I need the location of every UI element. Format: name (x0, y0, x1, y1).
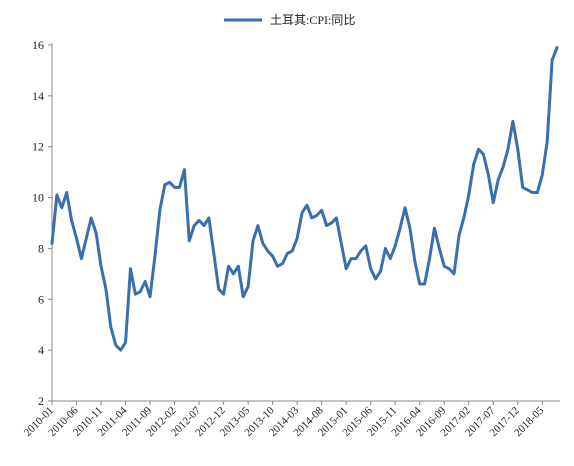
series-line-cpi-yoy (50, 46, 559, 352)
y-tick-label: 4 (38, 343, 44, 357)
legend: 土耳其:CPI:同比 (224, 13, 355, 27)
y-tick-label: 6 (38, 292, 44, 306)
legend-label: 土耳其:CPI:同比 (270, 13, 355, 27)
x-axis: 2010-012010-062010-112011-042011-092012-… (22, 400, 560, 439)
y-tick-label: 8 (38, 241, 44, 255)
y-tick-label: 14 (32, 89, 44, 103)
y-tick-label: 16 (32, 38, 44, 52)
y-tick-label: 2 (38, 394, 44, 408)
y-tick-label: 10 (32, 191, 44, 205)
y-tick-label: 12 (32, 140, 44, 154)
y-axis: 2 4 6 8 10 12 14 16 (32, 38, 53, 408)
series-layer (50, 46, 559, 352)
